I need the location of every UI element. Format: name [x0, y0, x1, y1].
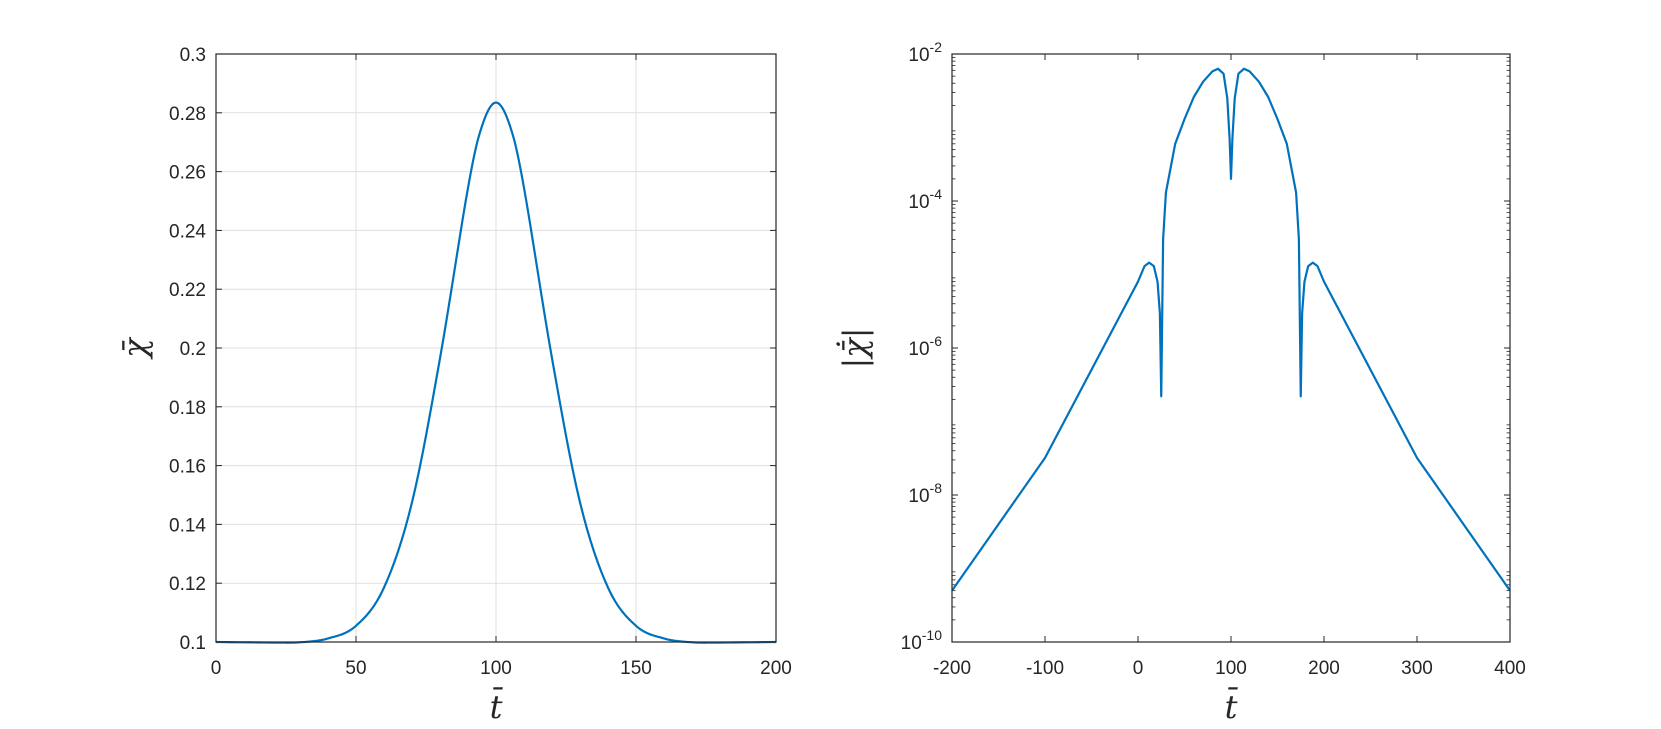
y-tick-label: 10-2: [908, 39, 942, 66]
axis-ticks-left: 0 50 100 150 200 0.1 0.12 0.14 0.16 0.18 0.2 0.22 0.…: [169, 45, 792, 679]
axes-box-right: [951, 53, 1511, 643]
series-right: [951, 67, 1511, 592]
y-tick-label: 0.14: [169, 515, 206, 536]
y-tick-label: 0.16: [169, 457, 206, 478]
y-tick-label: 10-10: [901, 627, 943, 654]
x-axis-label-left: t̄: [490, 687, 504, 726]
series-line: [951, 67, 1511, 592]
x-tick-label: 200: [760, 658, 792, 679]
x-tick-label: 100: [1215, 658, 1247, 679]
y-tick-label: 0.26: [169, 163, 206, 184]
y-tick-label: 0.24: [169, 221, 206, 242]
y-tick-label: 0.22: [169, 280, 206, 301]
x-axis-label-right: t̄: [1225, 687, 1239, 726]
x-tick-label: 0: [211, 658, 222, 679]
x-tick-label: 200: [1308, 658, 1340, 679]
y-tick-label: 0.12: [169, 574, 206, 595]
y-tick-label: 0.1: [180, 633, 206, 654]
x-tick-label: 0: [1133, 658, 1144, 679]
series-left: [215, 101, 777, 644]
x-tick-label: 300: [1401, 658, 1433, 679]
x-tick-label: 400: [1494, 658, 1526, 679]
y-tick-label: 0.18: [169, 398, 206, 419]
plot-area-right: [952, 54, 1510, 642]
y-tick-label: 10-6: [908, 333, 942, 360]
y-tick-label: 10-4: [908, 186, 942, 213]
x-tick-label: 150: [620, 658, 652, 679]
x-tick-label: 50: [345, 658, 366, 679]
y-tick-label: 0.3: [180, 45, 206, 66]
x-tick-label: 100: [480, 658, 512, 679]
axes-box-left: [215, 53, 777, 643]
x-tick-label: -200: [933, 658, 971, 679]
y-tick-label: 0.28: [169, 104, 206, 125]
chart-right: -200 -100 0 100 200 300 400 10-10 10-8 10-6 10-4 10…: [836, 39, 1526, 726]
y-tick-label: 10-8: [908, 480, 942, 507]
chart-left: 0 50 100 150 200 0.1 0.12 0.14 0.16 0.18 0.2 0.22 0.…: [116, 45, 792, 726]
y-axis-label-right: |χ̄̇|: [836, 328, 874, 369]
y-tick-label: 0.2: [180, 339, 206, 360]
series-line: [215, 101, 777, 644]
x-tick-label: -100: [1026, 658, 1064, 679]
y-axis-label-left: χ̄: [116, 337, 154, 360]
